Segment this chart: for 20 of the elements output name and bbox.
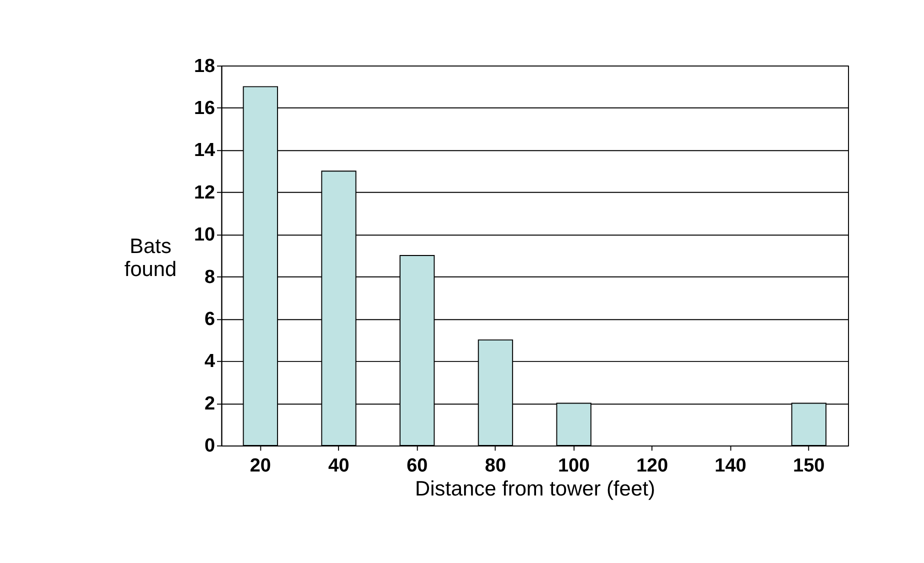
y-tick-label: 0 [204,436,216,457]
x-tick-label: 80 [484,456,506,477]
y-tick-label: 12 [194,182,216,204]
y-tick-label: 8 [204,266,216,288]
y-tick-label: 18 [194,56,216,77]
y-tick-label: 14 [194,140,216,162]
x-tick-label: 150 [793,456,825,477]
x-tick-label: 40 [328,456,350,477]
y-tick-label: 4 [204,351,216,372]
y-tick-label: 6 [204,309,216,330]
x-tick-label: 100 [558,456,590,477]
x-tick-label: 120 [636,456,668,477]
x-tick-label: 20 [250,456,271,477]
y-tick-label: 10 [194,224,216,246]
x-tick-label: 60 [406,456,428,477]
y-axis-title: Bats found [124,235,177,281]
x-tick-label: 140 [714,456,746,477]
y-tick-label: 2 [204,393,216,414]
x-axis-title: Distance from tower (feet) [415,477,656,500]
y-tick-label: 16 [194,98,216,119]
